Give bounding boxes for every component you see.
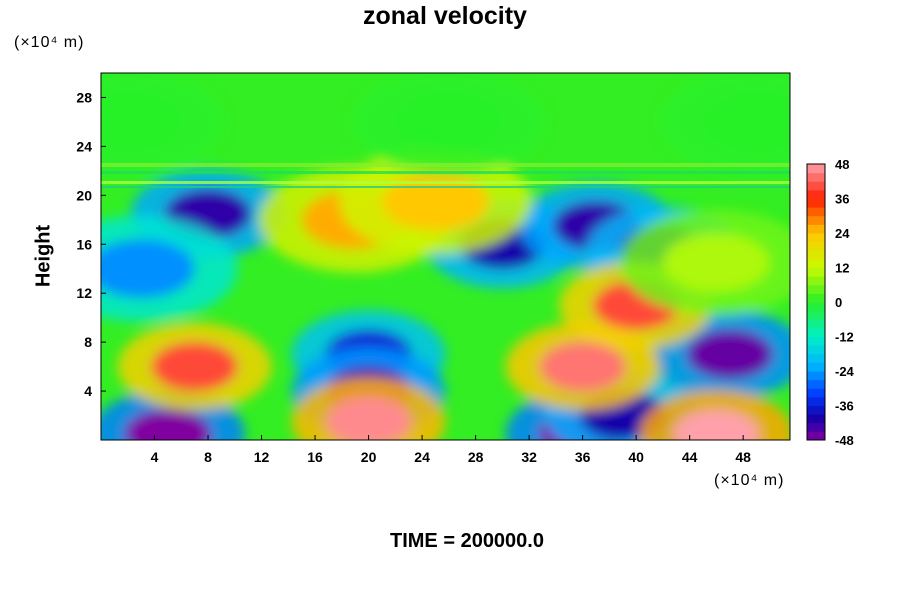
y-tick-label: 4 [84,383,92,399]
colorbar-band [807,379,825,389]
colorbar-tick-label: -12 [835,330,854,345]
colorbar-band [807,172,825,182]
colorbar-band [807,293,825,303]
colorbar-band [807,353,825,363]
plot-area [100,72,791,441]
field-feature [101,239,195,299]
colorbar-tick-label: 24 [835,226,850,241]
x-tick-label: 24 [414,449,430,465]
colorbar-band [807,388,825,398]
colorbar: 48 36 24 12 0 -12 -24 -36 -48 [806,157,855,448]
x-tick-label: 12 [254,449,270,465]
field-feature [101,92,182,152]
colorbar-band [807,224,825,234]
colorbar-band [807,422,825,432]
colorbar-band [807,345,825,355]
colorbar-band [807,181,825,191]
x-tick-label: 32 [521,449,537,465]
colorbar-band [807,327,825,337]
field-feature [381,172,489,231]
x-tick-label: 36 [575,449,591,465]
x-axis-ticks: 4 8 12 16 20 24 28 32 36 40 44 48 [151,435,751,465]
y-tick-label: 8 [84,334,92,350]
colorbar-band [807,396,825,406]
y-tick-label: 16 [76,236,92,252]
colorbar-band [807,284,825,294]
colorbar-band [807,233,825,243]
chart-title: zonal velocity [363,2,527,30]
colorbar-band [807,336,825,346]
y-axis-unit: (×10⁴ m) [14,34,85,51]
colorbar-band [807,405,825,415]
colorbar-frame [806,163,826,441]
x-tick-label: 8 [204,449,212,465]
colorbar-band [807,302,825,312]
x-tick-label: 4 [151,449,159,465]
colorbar-band [807,276,825,286]
x-tick-label: 28 [468,449,484,465]
field-feature [325,397,412,440]
field-feature [673,409,760,440]
colorbar-tick-label: -24 [835,364,855,379]
colorbar-band [807,319,825,329]
colorbar-tick-label: 36 [835,192,849,207]
colorbar-tick-label: 48 [835,157,849,172]
field-feature [703,92,790,152]
colorbar-band [807,258,825,268]
colorbar-band [807,215,825,225]
velocity-field [101,73,790,440]
colorbar-band [807,207,825,217]
x-axis-unit: (×10⁴ m) [714,472,785,489]
x-tick-label: 44 [682,449,698,465]
x-tick-label: 20 [361,449,377,465]
y-tick-label: 28 [76,89,92,105]
colorbar-tick-label: -36 [835,399,854,414]
colorbar-band [807,362,825,372]
colorbar-band [807,241,825,251]
field-feature [125,409,211,440]
colorbar-band [807,198,825,208]
colorbar-band [807,250,825,260]
colorbar-band [807,189,825,199]
field-feature [662,233,770,292]
time-label: TIME = 200000.0 [390,530,544,552]
field-feature [151,342,238,392]
y-tick-label: 24 [76,138,92,154]
y-axis-ticks: 4 8 12 16 20 24 28 [76,89,106,399]
x-tick-label: 48 [735,449,751,465]
x-tick-label: 16 [307,449,323,465]
field-feature [539,342,626,392]
x-tick-label: 40 [628,449,644,465]
plot-frame [100,72,791,441]
y-tick-label: 12 [76,285,92,301]
colorbar-band [807,310,825,320]
colorbar-band [807,371,825,381]
colorbar-tick-label: -48 [835,433,854,448]
colorbar-band [807,164,825,174]
colorbar-tick-label: 0 [835,295,842,310]
colorbar-band [807,267,825,277]
field-feature [395,92,503,152]
colorbar-band [807,414,825,424]
colorbar-tick-label: 12 [835,261,849,276]
y-tick-label: 20 [76,187,92,203]
colorbar-band [807,431,825,441]
field-feature [686,329,773,379]
